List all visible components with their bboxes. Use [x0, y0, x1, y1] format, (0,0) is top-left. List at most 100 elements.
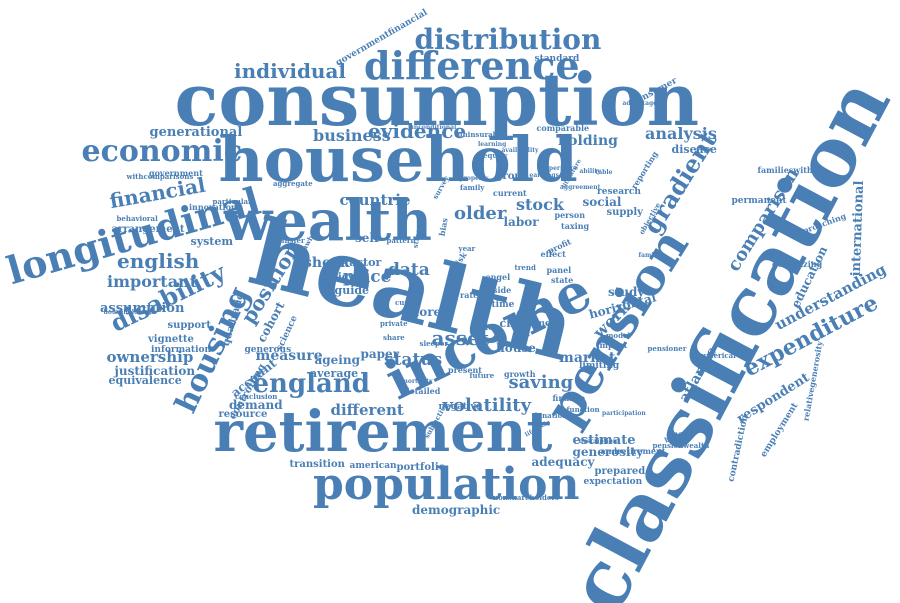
cloud-word-donation: donation [533, 412, 568, 419]
cloud-word-side: side [493, 286, 511, 294]
cloud-word-property: property [460, 176, 489, 182]
cloud-word-portfolio: portfolio [397, 463, 446, 473]
cloud-word-taxing: taxing [561, 222, 589, 230]
cloud-word-reporting: reporting [629, 150, 658, 190]
cloud-word-downsizing: downsizing [772, 260, 822, 268]
cloud-word-guide: guide [335, 285, 370, 296]
cloud-word-householdswith: householdswith [104, 310, 157, 316]
cloud-word-effect: effect [541, 250, 566, 258]
cloud-word-demographic: demographic [412, 504, 500, 516]
cloud-word-transfer: transfer [273, 237, 305, 244]
cloud-word-ageing: ageing [315, 354, 360, 366]
cloud-word-uninsurable: uninsurable [458, 131, 505, 138]
cloud-word-different: different [331, 403, 404, 418]
cloud-word-table: table [596, 170, 613, 176]
cloud-word-generational: generational [150, 126, 243, 139]
cloud-word-impact: impact [597, 341, 628, 349]
cloud-word-child: child [500, 318, 531, 329]
cloud-word-limiting: limiting [579, 362, 619, 371]
cloud-word-average: average [310, 368, 358, 379]
cloud-word-shock: shock [304, 256, 350, 270]
cloud-word-finance: finance [553, 394, 586, 402]
cloud-word-research: research [597, 188, 641, 197]
cloud-word-system: system [191, 236, 234, 247]
cloud-word-individual: individual [234, 61, 346, 81]
cloud-word-american: american [350, 462, 397, 471]
cloud-word-trend: trend [515, 264, 536, 271]
cloud-word-standard: standard [535, 55, 580, 64]
cloud-word-conclusion: conclusion [235, 393, 277, 400]
cloud-word-prepared: prepared [595, 467, 646, 477]
cloud-word-house: house [496, 342, 536, 354]
cloud-word-analysis: analysis [645, 126, 717, 142]
cloud-word-earnings: earnings [530, 173, 559, 179]
cloud-word-aggregate: aggregate [273, 180, 313, 187]
cloud-word-familieswith: familieswith [758, 166, 813, 174]
cloud-word-private: private [380, 320, 408, 327]
cloud-word-holding: holding [558, 134, 618, 148]
cloud-word-data: data [388, 262, 430, 279]
cloud-word-rate: rate [460, 291, 478, 299]
cloud-word-panel: panel [547, 266, 572, 274]
cloud-word-international: international [850, 180, 866, 276]
cloud-word-english: english [117, 251, 199, 271]
cloud-word-aggreement: aggreement [560, 185, 600, 191]
cloud-word-generous: generous [245, 346, 292, 355]
cloud-word-support: support [168, 321, 211, 331]
cloud-word-participation: participation [602, 411, 646, 417]
cloud-word-family: family [460, 184, 484, 191]
cloud-word-most: most [536, 320, 561, 329]
cloud-word-mortality: mortality [402, 379, 433, 385]
cloud-word-sleeper: sleeper [420, 340, 449, 347]
cloud-word-distribution: distribution [415, 26, 602, 54]
cloud-word-disease: disease [672, 144, 717, 155]
cloud-word-arrangement: arrangement [112, 225, 185, 235]
cloud-word-pattern: pattern [387, 237, 416, 244]
cloud-word-self: self [355, 232, 379, 244]
cloud-word-business: business [313, 128, 391, 144]
cloud-word-current: current [493, 189, 527, 197]
cloud-word-families: families [639, 253, 666, 259]
cloud-word-availability: availability [502, 148, 539, 154]
cloud-word-engel: engel [486, 273, 511, 281]
cloud-word-advantage: advantage [623, 101, 658, 107]
cloud-word-expectation: expectation [584, 478, 643, 487]
cloud-word-labor: labor [504, 216, 539, 228]
cloud-word-nonshareholders: nonshareholders [493, 494, 559, 501]
cloud-word-paper: paper [361, 348, 400, 360]
cloud-word-behavioral: behavioral [117, 215, 158, 222]
cloud-word-supply: supply [607, 208, 644, 218]
cloud-word-adequacy: adequacy [532, 456, 595, 468]
cloud-word-year: year [459, 245, 476, 252]
cloud-word-person: person [555, 211, 586, 219]
cloud-word-withcomparisons: withcomparisons [127, 173, 194, 180]
cloud-word-older: older [454, 205, 506, 223]
cloud-word-state: state [551, 276, 573, 284]
cloud-word-particular: particular [213, 198, 252, 205]
cloud-word-more: more [407, 306, 442, 318]
cloud-word-model: model [606, 332, 630, 339]
cloud-word-unconditional: unconditional [410, 125, 457, 131]
cloud-word-equivalence: equivalence [109, 375, 182, 386]
cloud-word-pensioner: pensioner [648, 345, 687, 352]
cloud-word-group: group [496, 172, 529, 182]
cloud-word-information: information [151, 346, 211, 355]
cloud-word-resource: resource [219, 410, 268, 420]
cloud-word-curve: curve [395, 299, 417, 306]
cloud-word-detailed: detailed [404, 387, 440, 395]
cloud-word-economic: economic [82, 137, 243, 167]
cloud-word-countrie: countrie [340, 193, 411, 208]
cloud-word-future: future [470, 372, 495, 379]
cloud-word-comparable: comparable [537, 124, 590, 132]
cloud-word-share: share [383, 334, 405, 341]
cloud-word-important: important [107, 274, 197, 290]
cloud-word-description: description [579, 439, 617, 445]
cloud-word-numerical: numerical [696, 352, 736, 359]
cloud-word-time: time [492, 301, 515, 310]
cloud-word-bias: bias [438, 217, 449, 236]
cloud-word-vignette: vignette [148, 335, 194, 345]
cloud-word-policy: policy [321, 273, 354, 283]
cloud-word-transition: transition [290, 460, 345, 470]
cloud-word-growth: growth [504, 370, 536, 378]
